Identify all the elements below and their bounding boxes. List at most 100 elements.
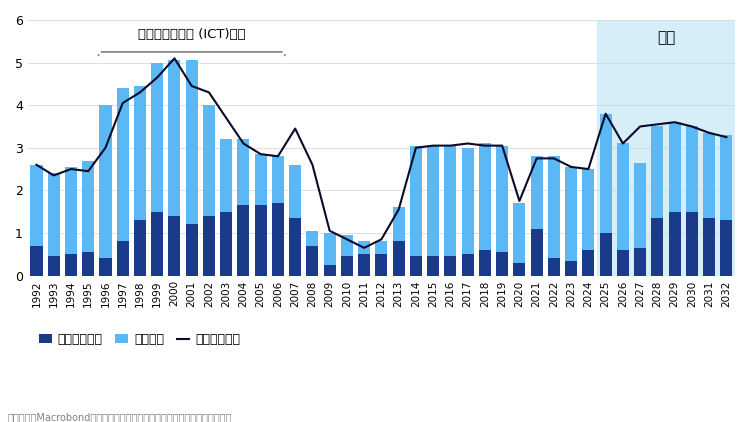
Bar [634, 248, 646, 276]
Bar [410, 146, 422, 256]
Bar [65, 167, 77, 254]
Bar [203, 105, 215, 216]
Bar [686, 211, 698, 276]
Bar [720, 220, 733, 276]
Line: 實際增値產出: 實際增値產出 [37, 58, 727, 248]
實際增値產出 [567, 165, 576, 170]
Bar [427, 146, 439, 256]
Bar [324, 233, 336, 265]
Bar [48, 173, 60, 256]
Bar [548, 156, 560, 259]
Bar [530, 156, 543, 229]
Bar [616, 143, 629, 250]
Bar [169, 216, 181, 276]
Bar [358, 254, 370, 276]
Bar [651, 218, 664, 276]
實際增値產出 [602, 111, 610, 116]
Bar [548, 259, 560, 276]
實際增値產出 [636, 124, 645, 129]
實際增値產出 [153, 75, 162, 80]
Bar [427, 256, 439, 276]
實際增値產出 [688, 124, 697, 129]
Bar [703, 133, 715, 218]
Bar [152, 211, 164, 276]
Bar [31, 246, 43, 276]
Bar [530, 229, 543, 276]
實際增値產出 [670, 120, 680, 125]
Bar [255, 205, 267, 276]
Bar [462, 254, 474, 276]
實際增値產出 [343, 237, 352, 242]
Bar [496, 252, 508, 276]
Bar [410, 256, 422, 276]
Text: 資料來源：Macrobond、美國勞工統計局生產力資料庫及景順環球市場策略部: 資料來源：Macrobond、美國勞工統計局生產力資料庫及景順環球市場策略部 [8, 412, 232, 422]
Bar [445, 146, 457, 256]
Legend: 全要素生產率, 綜合投入, 實際增値產出: 全要素生產率, 綜合投入, 實際增値產出 [34, 328, 245, 351]
Bar [616, 250, 629, 276]
實際增値產出 [188, 84, 196, 89]
實際增値產出 [705, 130, 714, 135]
Bar [341, 256, 353, 276]
實際增値產出 [50, 173, 58, 178]
Bar [117, 241, 129, 276]
Bar [238, 139, 250, 205]
Bar [152, 62, 164, 211]
Bar [651, 127, 664, 218]
Bar [393, 241, 405, 276]
Bar [100, 105, 112, 259]
Bar [341, 235, 353, 256]
Bar [720, 135, 733, 220]
Bar [582, 250, 595, 276]
Bar [48, 256, 60, 276]
Bar [462, 148, 474, 254]
Bar [186, 225, 198, 276]
實際增値產出 [170, 56, 179, 61]
Bar [597, 20, 735, 276]
Bar [668, 122, 681, 211]
實際增値產出 [619, 141, 628, 146]
實際增値產出 [653, 122, 662, 127]
Bar [358, 241, 370, 254]
實際增値產出 [101, 145, 110, 150]
Bar [65, 254, 77, 276]
Bar [82, 252, 94, 276]
Bar [565, 261, 578, 276]
Bar [220, 211, 232, 276]
實際增値產出 [550, 156, 559, 161]
Bar [31, 165, 43, 246]
Text: 資訊及通訊技術 (ICT)革命: 資訊及通訊技術 (ICT)革命 [138, 28, 245, 41]
實際增値產出 [291, 126, 300, 131]
實際增値產出 [256, 151, 265, 157]
Bar [565, 167, 578, 261]
實際增値產出 [84, 169, 93, 174]
Bar [290, 218, 302, 276]
Bar [393, 207, 405, 241]
Bar [445, 256, 457, 276]
實際增値產出 [429, 143, 438, 148]
Bar [307, 231, 319, 246]
Bar [307, 246, 319, 276]
實際增値產出 [446, 143, 455, 148]
實際增値產出 [722, 135, 731, 140]
Bar [513, 203, 526, 263]
Bar [703, 218, 715, 276]
實際增値產出 [67, 167, 76, 172]
Bar [220, 139, 232, 211]
Bar [186, 60, 198, 225]
Bar [479, 143, 491, 250]
Bar [255, 154, 267, 205]
Bar [203, 216, 215, 276]
Bar [599, 114, 612, 233]
Bar [634, 162, 646, 248]
實際增値產出 [205, 90, 214, 95]
實際增値產出 [118, 100, 128, 106]
Bar [100, 259, 112, 276]
Bar [513, 263, 526, 276]
實際增値產出 [377, 237, 386, 242]
Bar [117, 88, 129, 241]
Bar [496, 146, 508, 252]
實際增値產出 [532, 156, 542, 161]
Bar [290, 165, 302, 218]
Bar [324, 265, 336, 276]
實際增値產出 [308, 162, 317, 167]
